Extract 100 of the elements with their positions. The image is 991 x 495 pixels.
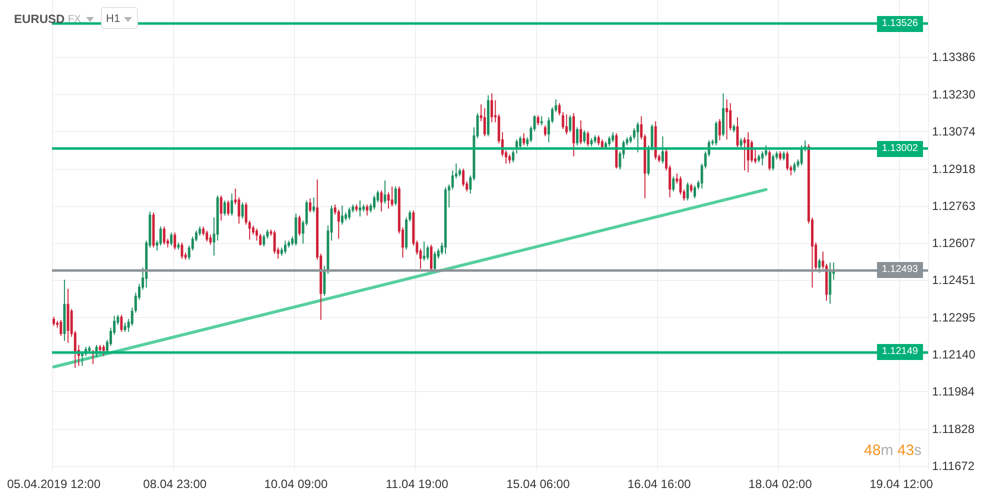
- candlestick: [206, 230, 208, 242]
- candlestick: [586, 130, 590, 147]
- y-tick-label: 1.12607: [932, 236, 976, 250]
- candlestick: [52, 316, 56, 326]
- x-tick-label: 11.04 19:00: [386, 477, 449, 491]
- y-tick-label: 1.11672: [932, 459, 975, 474]
- candlestick: [828, 262, 832, 304]
- candlestick: [576, 126, 578, 146]
- candlestick: [241, 202, 244, 220]
- candlestick: [394, 186, 397, 206]
- candlestick: [256, 228, 258, 242]
- candlestick: [430, 244, 432, 272]
- candlestick: [426, 245, 429, 260]
- candlestick: [162, 226, 166, 246]
- text: EURUSD: [14, 12, 65, 26]
- candlestick: [366, 204, 368, 216]
- y-tick-label: 1.13386: [932, 50, 976, 64]
- candlestick: [718, 118, 721, 141]
- candlestick: [102, 344, 105, 356]
- annotation: H1: [106, 12, 120, 26]
- y-tick-label: 1.13074: [932, 124, 976, 139]
- candlestick: [284, 240, 286, 254]
- candlestick: [384, 180, 386, 204]
- candlestick: [597, 134, 600, 146]
- candlestick: [230, 193, 234, 216]
- ref-line-label: 1.13526: [876, 16, 923, 32]
- candlestick: [422, 241, 426, 262]
- candlestick: [483, 108, 486, 137]
- candlestick: [580, 120, 582, 145]
- candlestick: [686, 182, 689, 202]
- candlestick: [772, 154, 774, 171]
- annotation: FX: [68, 13, 81, 27]
- candlestick: [661, 136, 664, 164]
- candlestick: [252, 225, 254, 236]
- candlestick: [694, 184, 696, 199]
- candlestick: [490, 92, 494, 123]
- x-tick-label: 05.04.2019 12:00: [7, 477, 101, 491]
- candlestick: [544, 124, 546, 137]
- candlestick: [462, 168, 465, 187]
- candlestick: [262, 234, 266, 248]
- candlestick: [736, 116, 739, 148]
- candlestick: [227, 200, 230, 216]
- candlestick: [740, 138, 742, 148]
- candlestick: [778, 150, 782, 161]
- candlestick: [358, 200, 362, 217]
- candlestick: [209, 234, 212, 246]
- ref-line-label: 1.13002: [876, 140, 923, 157]
- candlestick: [120, 314, 123, 332]
- candlestick: [308, 198, 312, 213]
- candlestick: [519, 136, 522, 149]
- candlestick: [170, 232, 173, 246]
- candlestick: [714, 120, 718, 146]
- candlestick: [672, 176, 675, 192]
- candlestick: [340, 205, 344, 226]
- candlestick: [298, 215, 301, 236]
- candlestick: [348, 206, 351, 220]
- candlestick: [390, 186, 394, 207]
- ref-line-label: 1.12493: [876, 262, 923, 278]
- candlestick: [793, 162, 796, 173]
- x-tick-label: 19.04 12:00: [870, 477, 934, 491]
- candlestick: [782, 150, 786, 161]
- ref-line-label: 1.12149: [876, 344, 923, 360]
- candlestick: [380, 190, 383, 212]
- candlestick: [180, 242, 184, 260]
- candlestick: [373, 194, 376, 210]
- candlestick: [768, 150, 771, 171]
- candlestick: [568, 114, 572, 133]
- candlestick: [608, 136, 611, 147]
- x-tick-label: 08.04 23:00: [143, 477, 207, 491]
- candlestick: [650, 124, 654, 151]
- candlestick: [536, 114, 540, 126]
- x-tick-label: 15.04 06:00: [506, 477, 570, 491]
- candlestick: [220, 194, 222, 222]
- y-tick-label: 1.12763: [932, 198, 976, 213]
- candlestick: [60, 319, 62, 336]
- candlestick: [636, 122, 640, 153]
- candlestick: [159, 226, 162, 246]
- y-tick-label: 1.12918: [932, 162, 976, 176]
- candlestick: [761, 150, 764, 166]
- candlestick: [198, 226, 202, 236]
- candlestick: [632, 128, 636, 140]
- candlestick: [583, 130, 586, 144]
- candlestick: [312, 196, 315, 213]
- candlestick: [202, 226, 205, 236]
- candlestick: [434, 251, 436, 272]
- x-tick-label: 18.04 02:00: [748, 477, 812, 491]
- y-tick-label: 1.11984: [932, 384, 975, 399]
- y-tick-label: 1.12295: [932, 310, 976, 324]
- annotation: 48m 43s: [864, 442, 922, 459]
- y-tick-label: 1.11828: [932, 422, 975, 436]
- candlestick: [818, 258, 821, 274]
- x-tick-label: 10.04 09:00: [264, 477, 328, 491]
- candlestick: [522, 132, 526, 146]
- candlestick: [726, 98, 728, 140]
- candlestick: [786, 150, 789, 171]
- candlestick: [612, 132, 614, 143]
- candlestick: [174, 232, 176, 250]
- y-tick-label: 1.12140: [932, 347, 976, 362]
- candlestick: [558, 102, 561, 116]
- y-tick-label: 1.13230: [932, 87, 976, 102]
